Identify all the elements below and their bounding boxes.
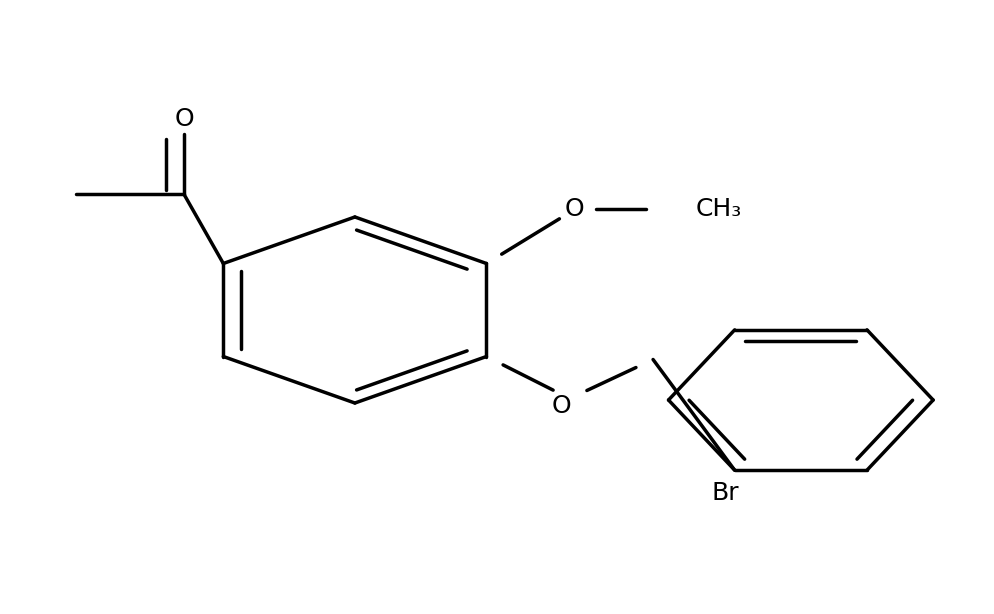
Text: O: O	[552, 394, 572, 418]
Text: O: O	[565, 198, 584, 222]
Text: CH₃: CH₃	[695, 198, 742, 222]
Text: O: O	[174, 107, 194, 131]
Text: Br: Br	[711, 481, 739, 505]
